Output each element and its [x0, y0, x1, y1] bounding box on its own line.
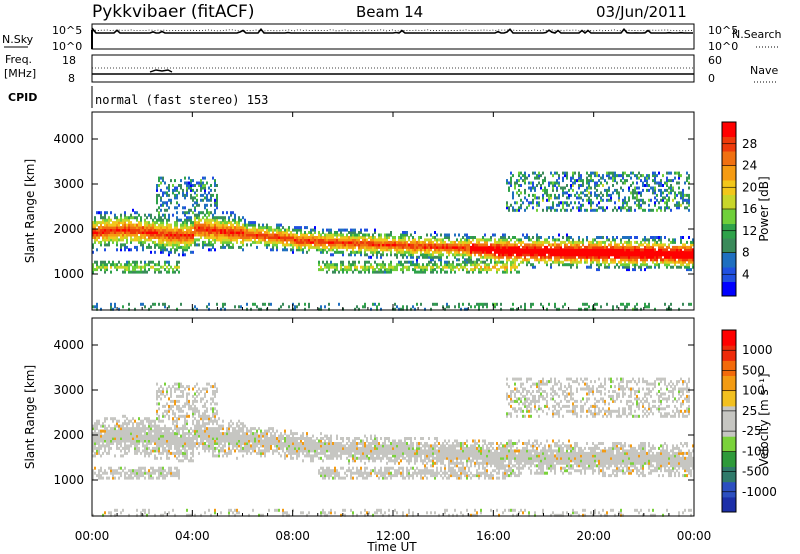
power-heatmap-cells — [92, 171, 694, 311]
y-tick-label: 4000 — [53, 338, 84, 352]
station-title: Pykkvibaer (fitACF) — [92, 2, 254, 22]
x-tick-label: 12:00 — [376, 529, 411, 543]
noise-sky-trace — [91, 27, 693, 35]
freq-tick-bottom: 8 — [68, 72, 75, 85]
velocity-colorbar: 1000 500 100 25 -25 -100 -500 -1000 Velocity [m… — [721, 329, 777, 513]
colorbar-tick-label: 28 — [742, 137, 757, 151]
y-tick-label: 1000 — [53, 267, 84, 281]
velocity-colorbar-label: Velocity [m s⁻¹] — [757, 373, 771, 466]
nave-label: Nave — [750, 64, 778, 77]
colorbar-tick-label: 20 — [742, 180, 757, 194]
x-tick-label: 16:00 — [476, 529, 511, 543]
x-tick-label: 20:00 — [576, 529, 611, 543]
power-y-ticks: 4000 3000 2000 1000 — [53, 132, 694, 281]
y-tick-label: 3000 — [53, 177, 84, 191]
colorbar-tick-label: -25 — [742, 424, 762, 438]
velocity-ylabel: Slant Range [km] — [23, 365, 37, 469]
noise-panel-frame — [91, 23, 695, 50]
noise-right-tick-top: 10^5 — [708, 24, 738, 37]
x-tick-label: 08:00 — [275, 529, 310, 543]
colorbar-tick-label: 500 — [742, 363, 765, 377]
freq-tick-top: 18 — [62, 54, 76, 67]
x-tick-label: 00:00 — [677, 529, 712, 543]
colorbar-tick-label: -1000 — [742, 485, 777, 499]
cpid-value: normal (fast stereo) 153 — [95, 93, 268, 107]
noise-left-tick-top: 10^5 — [52, 24, 82, 37]
colorbar-tick-label: 25 — [742, 404, 757, 418]
nave-tick-top: 60 — [708, 54, 722, 67]
colorbar-tick-label: -500 — [742, 465, 769, 479]
velocity-y-ticks: 4000 3000 2000 1000 — [53, 338, 694, 487]
x-tick-label: 00:00 — [75, 529, 110, 543]
beam-title: Beam 14 — [356, 3, 423, 21]
velocity-panel: 4000 3000 2000 1000 Slant Range [km] — [23, 317, 695, 517]
x-tick-label: 04:00 — [175, 529, 210, 543]
power-colorbar: 28 24 20 16 12 8 4 Power [dB] — [721, 121, 771, 297]
colorbar-tick-label: 4 — [742, 267, 750, 281]
colorbar-tick-label: 1000 — [742, 343, 773, 357]
noise-search-trace — [91, 29, 694, 32]
power-ylabel: Slant Range [km] — [23, 159, 37, 263]
y-tick-label: 2000 — [53, 428, 84, 442]
noise-panel: N.Sky 10^5 10^0 10^5 10^0 N.Search — [2, 23, 782, 53]
freq-label-line2: [MHz] — [4, 67, 36, 80]
freq-trace-blip — [149, 69, 173, 73]
colorbar-tick-label: 12 — [742, 224, 757, 238]
noise-left-label: N.Sky — [2, 33, 34, 46]
colorbar-tick-label: 8 — [742, 246, 750, 260]
date-title: 03/Jun/2011 — [596, 3, 687, 21]
freq-label-line1: Freq. — [5, 53, 32, 66]
noise-right-label: N.Search — [732, 28, 782, 41]
noise-right-tick-bottom: 10^0 — [708, 40, 738, 53]
colorbar-tick-label: 100 — [742, 384, 765, 398]
y-tick-label: 4000 — [53, 132, 84, 146]
colorbar-tick-label: 16 — [742, 202, 757, 216]
y-tick-label: 2000 — [53, 222, 84, 236]
velocity-colorbar-frame — [721, 329, 737, 513]
cpid-label: CPID — [8, 91, 37, 104]
colorbar-tick-label: 24 — [742, 159, 757, 173]
colorbar-tick-label: -100 — [742, 444, 769, 458]
time-axis: 00:00 04:00 08:00 12:00 16:00 20:00 00:00 — [75, 112, 712, 543]
power-colorbar-label: Power [dB] — [757, 176, 771, 241]
power-panel: 4000 3000 2000 1000 Slant Range [km] — [23, 111, 695, 311]
frequency-panel-frame — [91, 54, 695, 83]
velocity-heatmap-cells — [92, 377, 694, 517]
time-axis-label: Time UT — [366, 540, 417, 554]
y-tick-label: 3000 — [53, 383, 84, 397]
y-tick-label: 1000 — [53, 473, 84, 487]
nave-tick-bottom: 0 — [708, 72, 715, 85]
noise-left-tick-bottom: 10^0 — [52, 40, 82, 53]
frequency-panel: Freq. [MHz] 18 8 60 0 Nave — [4, 53, 778, 85]
